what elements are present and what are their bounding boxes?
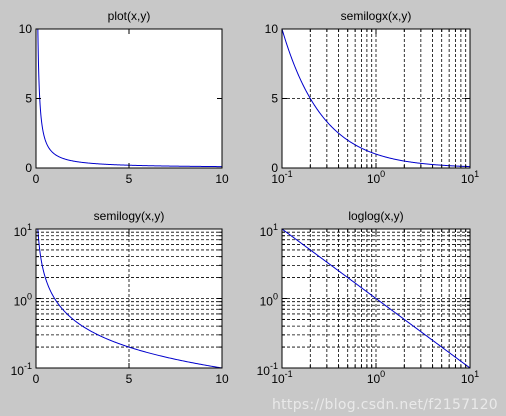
subplot-2: semilogx(x,y) 10-1 100 101 0 5 10: [265, 9, 480, 186]
chart-title: semilogx(x,y): [341, 9, 412, 23]
subplot-4: loglog(x,y) 10-1 100 101 10-1 100 101: [257, 209, 480, 386]
series-line-1: [281, 28, 471, 168]
y-tick-label: 10: [265, 22, 279, 36]
y-tick-label: 100: [14, 292, 32, 309]
x-tick-label: 10: [215, 172, 229, 186]
y-tick-label: 101: [260, 222, 278, 239]
y-tick-label: 5: [25, 92, 32, 106]
chart-title: loglog(x,y): [348, 209, 403, 223]
series-line-1: [37, 29, 223, 168]
x-tick-label: 100: [367, 369, 385, 386]
watermark-text: https://blog.csdn.net/f2157120: [271, 397, 498, 413]
x-tick-label: 5: [126, 172, 133, 186]
x-tick-label: 5: [126, 372, 133, 386]
subplot-3: semilogy(x,y) 0 5 10 10-1 100 101: [11, 209, 229, 386]
y-tick-label: 10-1: [257, 361, 278, 378]
y-tick-label: 101: [14, 222, 32, 239]
y-tick-label: 10: [19, 22, 33, 36]
y-tick-label: 10-1: [11, 361, 32, 378]
y-tick-label: 100: [260, 292, 278, 309]
x-tick-label: 101: [461, 369, 479, 386]
y-tick-label: 0: [25, 161, 32, 175]
x-tick-label: 100: [367, 169, 385, 186]
y-tick-label: 5: [271, 92, 278, 106]
plot-area: [36, 29, 222, 168]
y-tick-label: 0: [271, 161, 278, 175]
x-tick-label: 0: [33, 172, 40, 186]
x-tick-label: 0: [33, 372, 40, 386]
x-tick-label: 10: [215, 372, 229, 386]
chart-title: plot(x,y): [108, 9, 151, 23]
chart-title: semilogy(x,y): [94, 209, 165, 223]
x-tick-label: 10-1: [271, 169, 292, 186]
x-tick-label: 101: [461, 169, 479, 186]
x-tick-label: 10-1: [271, 369, 292, 386]
series-line-1: [37, 228, 223, 369]
series-line-1: [281, 228, 471, 369]
subplot-1: plot(x,y) 0 5 10 0 5 10: [19, 9, 229, 186]
